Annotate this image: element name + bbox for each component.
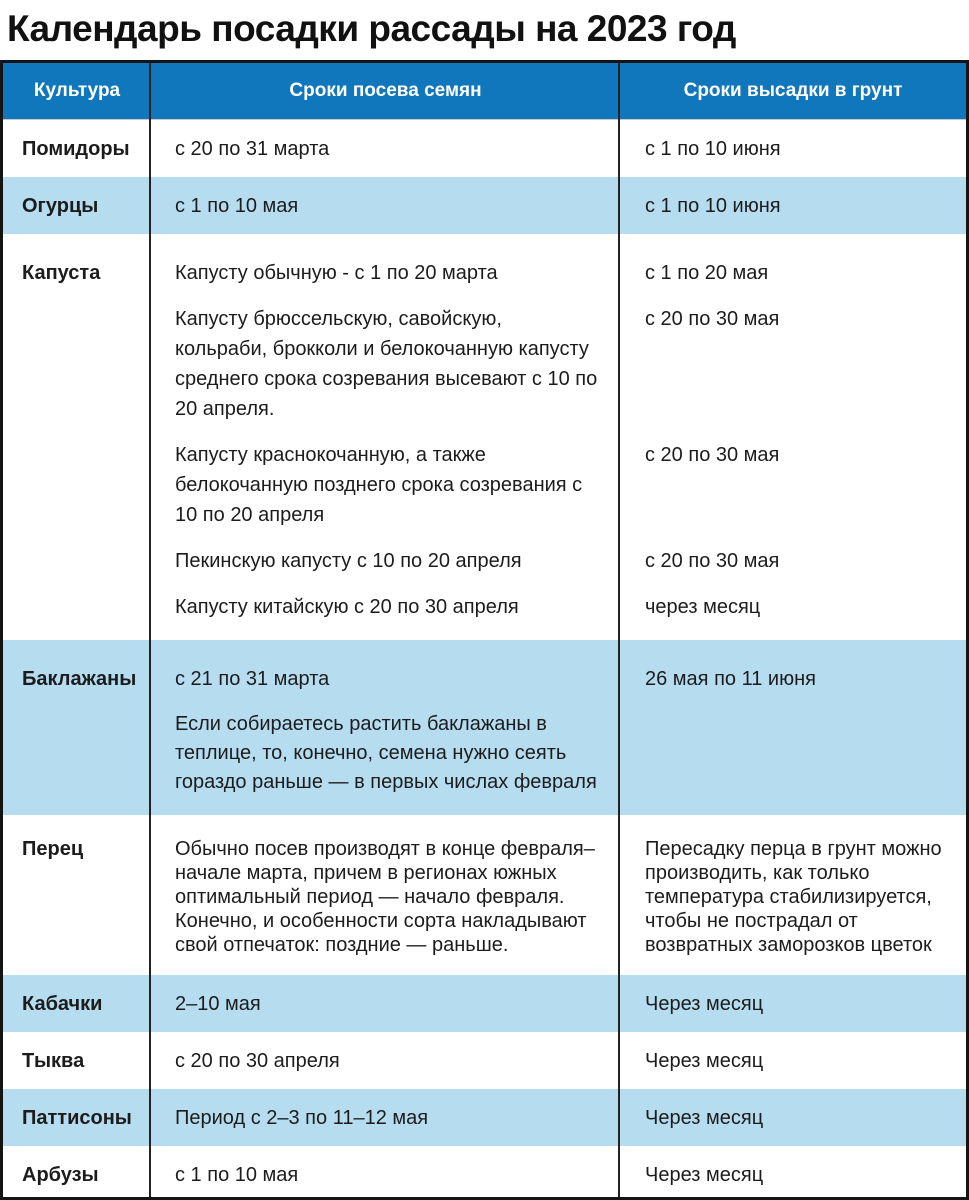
column-header-culture: Культура <box>33 80 121 101</box>
planting-dates: через месяц <box>645 596 761 618</box>
table-row-eggplants: Баклажаны с 21 по 31 марта 26 мая по 11 … <box>3 640 966 815</box>
planting-dates: с 20 по 30 мая <box>645 308 780 330</box>
planting-dates: Через месяц <box>645 1049 764 1072</box>
culture-label: Паттисоны <box>22 1106 132 1129</box>
sowing-dates: Пекинскую капусту с 10 по 20 апреля <box>175 550 522 572</box>
sowing-dates: Капусту брюссельскую, савойскую, кольраб… <box>175 308 598 420</box>
sowing-dates: Капусту китайскую с 20 по 30 апреля <box>175 596 519 618</box>
sowing-dates: с 1 по 10 мая <box>175 194 299 217</box>
table-row-pumpkin: Тыква с 20 по 30 апреля Через месяц <box>3 1032 966 1089</box>
sowing-dates: Капусту краснокочанную, а также белокоча… <box>175 444 583 526</box>
column-divider-1 <box>149 63 151 1197</box>
sowing-note: Обычно посев производят в конце февраля–… <box>175 838 595 956</box>
planting-note: Пересадку перца в грунт можно производит… <box>645 838 942 956</box>
planting-dates: Через месяц <box>645 1106 764 1129</box>
sowing-dates: с 20 по 30 апреля <box>175 1049 340 1072</box>
table-row-cucumbers: Огурцы с 1 по 10 мая с 1 по 10 июня <box>3 177 966 234</box>
sowing-dates: с 1 по 10 мая <box>175 1163 299 1186</box>
table-row-pattypan-squash: Паттисоны Период с 2–3 по 11–12 мая Чере… <box>3 1089 966 1146</box>
planting-dates: с 20 по 30 мая <box>645 444 780 466</box>
culture-label: Арбузы <box>22 1163 99 1186</box>
culture-label: Кабачки <box>22 992 103 1015</box>
culture-label: Перец <box>22 838 84 860</box>
culture-label: Помидоры <box>22 137 130 160</box>
planting-dates: Через месяц <box>645 1163 764 1186</box>
sowing-note: Если собираетесь растить баклажаны в теп… <box>175 713 597 793</box>
table-row-pepper: Перец Обычно посев производят в конце фе… <box>3 815 966 975</box>
column-header-sowing-dates: Сроки посева семян <box>289 80 482 101</box>
planting-dates: с 1 по 10 июня <box>645 137 781 160</box>
table-row-zucchini: Кабачки 2–10 мая Через месяц <box>3 975 966 1032</box>
culture-label: Огурцы <box>22 194 99 217</box>
sowing-dates: Капусту обычную - с 1 по 20 марта <box>175 262 498 284</box>
planting-dates: с 1 по 10 июня <box>645 194 781 217</box>
page-title: Календарь посадки рассады на 2023 год <box>7 8 736 49</box>
column-divider-2 <box>618 63 620 1197</box>
planting-dates <box>620 710 966 813</box>
planting-dates: 26 мая по 11 июня <box>645 668 816 690</box>
culture-label: Баклажаны <box>22 668 137 690</box>
planting-calendar-table: Культура Сроки посева семян Сроки высадк… <box>0 60 969 1200</box>
culture-label: Капуста <box>22 262 101 284</box>
planting-dates: с 20 по 30 мая <box>645 550 780 572</box>
column-header-ground-planting-dates: Сроки высадки в грунт <box>683 80 903 101</box>
sowing-dates: с 20 по 31 марта <box>175 137 330 160</box>
table-row-tomatoes: Помидоры с 20 по 31 марта с 1 по 10 июня <box>3 120 966 177</box>
table-header-row: Культура Сроки посева семян Сроки высадк… <box>3 63 966 120</box>
planting-dates: с 1 по 20 мая <box>645 262 769 284</box>
culture-label: Тыква <box>22 1049 85 1072</box>
sowing-dates: 2–10 мая <box>175 992 261 1015</box>
planting-dates: Через месяц <box>645 992 764 1015</box>
table-row-cabbage: Капуста Капусту обычную - с 1 по 20 март… <box>3 234 966 640</box>
table-row-watermelons: Арбузы с 1 по 10 мая Через месяц <box>3 1146 966 1200</box>
sowing-dates: с 21 по 31 марта <box>175 668 330 690</box>
sowing-dates: Период с 2–3 по 11–12 мая <box>175 1106 429 1129</box>
